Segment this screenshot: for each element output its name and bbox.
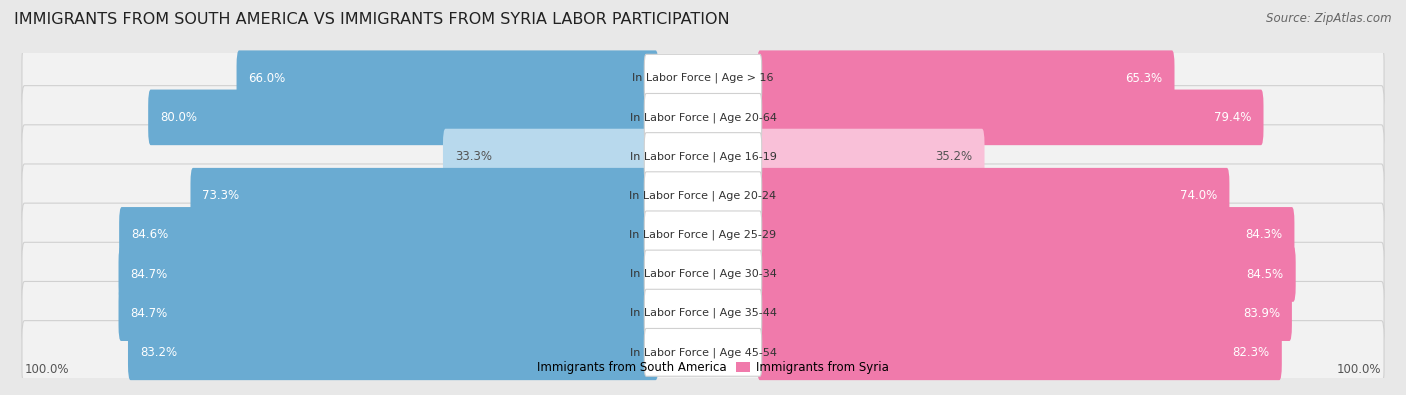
Text: 79.4%: 79.4% xyxy=(1215,111,1251,124)
Text: In Labor Force | Age 25-29: In Labor Force | Age 25-29 xyxy=(630,229,776,240)
FancyBboxPatch shape xyxy=(644,172,762,220)
FancyBboxPatch shape xyxy=(644,211,762,259)
FancyBboxPatch shape xyxy=(22,321,1384,384)
Text: 35.2%: 35.2% xyxy=(935,150,973,163)
FancyBboxPatch shape xyxy=(148,90,658,145)
Text: In Labor Force | Age 16-19: In Labor Force | Age 16-19 xyxy=(630,151,776,162)
Text: In Labor Force | Age 35-44: In Labor Force | Age 35-44 xyxy=(630,308,776,318)
Text: 33.3%: 33.3% xyxy=(456,150,492,163)
Text: 84.7%: 84.7% xyxy=(131,307,167,320)
Text: 82.3%: 82.3% xyxy=(1233,346,1270,359)
Text: 65.3%: 65.3% xyxy=(1125,72,1163,85)
Text: 84.5%: 84.5% xyxy=(1247,267,1284,280)
Text: In Labor Force | Age 20-64: In Labor Force | Age 20-64 xyxy=(630,112,776,122)
Text: In Labor Force | Age 45-54: In Labor Force | Age 45-54 xyxy=(630,347,776,357)
Text: 84.7%: 84.7% xyxy=(131,267,167,280)
Text: 84.6%: 84.6% xyxy=(131,228,169,241)
FancyBboxPatch shape xyxy=(443,129,658,184)
FancyBboxPatch shape xyxy=(644,133,762,181)
Text: IMMIGRANTS FROM SOUTH AMERICA VS IMMIGRANTS FROM SYRIA LABOR PARTICIPATION: IMMIGRANTS FROM SOUTH AMERICA VS IMMIGRA… xyxy=(14,12,730,27)
Text: 100.0%: 100.0% xyxy=(24,363,69,376)
Text: In Labor Force | Age 30-34: In Labor Force | Age 30-34 xyxy=(630,269,776,279)
Text: 84.3%: 84.3% xyxy=(1246,228,1282,241)
Text: 83.9%: 83.9% xyxy=(1243,307,1279,320)
FancyBboxPatch shape xyxy=(644,250,762,298)
Legend: Immigrants from South America, Immigrants from Syria: Immigrants from South America, Immigrant… xyxy=(512,356,894,378)
FancyBboxPatch shape xyxy=(22,47,1384,110)
FancyBboxPatch shape xyxy=(644,329,762,376)
FancyBboxPatch shape xyxy=(758,90,1264,145)
Text: 100.0%: 100.0% xyxy=(1337,363,1382,376)
FancyBboxPatch shape xyxy=(118,246,658,302)
FancyBboxPatch shape xyxy=(120,207,658,263)
Text: 83.2%: 83.2% xyxy=(141,346,177,359)
Text: In Labor Force | Age > 16: In Labor Force | Age > 16 xyxy=(633,73,773,83)
FancyBboxPatch shape xyxy=(758,325,1282,380)
FancyBboxPatch shape xyxy=(758,168,1229,224)
FancyBboxPatch shape xyxy=(758,285,1292,341)
FancyBboxPatch shape xyxy=(128,325,658,380)
Text: In Labor Force | Age 20-24: In Labor Force | Age 20-24 xyxy=(630,190,776,201)
FancyBboxPatch shape xyxy=(758,207,1295,263)
Text: 74.0%: 74.0% xyxy=(1180,189,1218,202)
FancyBboxPatch shape xyxy=(22,86,1384,149)
FancyBboxPatch shape xyxy=(644,94,762,141)
FancyBboxPatch shape xyxy=(22,125,1384,188)
Text: Source: ZipAtlas.com: Source: ZipAtlas.com xyxy=(1267,12,1392,25)
FancyBboxPatch shape xyxy=(22,282,1384,345)
FancyBboxPatch shape xyxy=(190,168,658,224)
Text: 66.0%: 66.0% xyxy=(249,72,285,85)
FancyBboxPatch shape xyxy=(644,55,762,102)
FancyBboxPatch shape xyxy=(118,285,658,341)
FancyBboxPatch shape xyxy=(758,246,1296,302)
Text: 80.0%: 80.0% xyxy=(160,111,197,124)
FancyBboxPatch shape xyxy=(22,164,1384,228)
FancyBboxPatch shape xyxy=(644,289,762,337)
FancyBboxPatch shape xyxy=(22,203,1384,267)
FancyBboxPatch shape xyxy=(22,242,1384,306)
FancyBboxPatch shape xyxy=(236,51,658,106)
Text: 73.3%: 73.3% xyxy=(202,189,239,202)
FancyBboxPatch shape xyxy=(758,51,1174,106)
FancyBboxPatch shape xyxy=(758,129,984,184)
